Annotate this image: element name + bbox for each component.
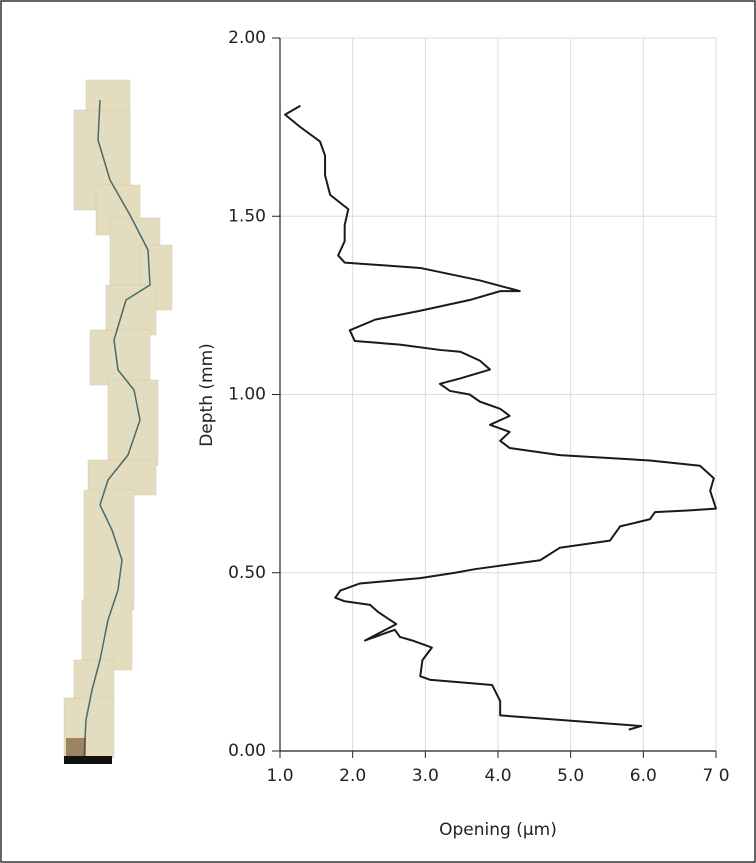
y-tick-label: 1.50 — [228, 206, 266, 226]
x-tick-label: 1.0 — [266, 766, 293, 786]
x-tick-label: 3.0 — [412, 766, 439, 786]
x-axis-label: Opening (µm) — [439, 820, 557, 840]
y-tick-label: 0.50 — [228, 563, 266, 583]
x-tick-label: 5.0 — [557, 766, 584, 786]
x-tick-label: 6.0 — [630, 766, 657, 786]
y-tick-label: 0.00 — [228, 741, 266, 761]
x-tick-label: 2.0 — [339, 766, 366, 786]
y-tick-label: 1.00 — [228, 385, 266, 405]
y-axis-label: Depth (mm) — [197, 343, 217, 447]
data-line — [284, 104, 717, 731]
micrograph — [63, 79, 173, 764]
x-tick-label: 4.0 — [484, 766, 511, 786]
y-tick-label: 2.00 — [228, 28, 266, 48]
x-tick-label: 7 0 — [702, 766, 729, 786]
